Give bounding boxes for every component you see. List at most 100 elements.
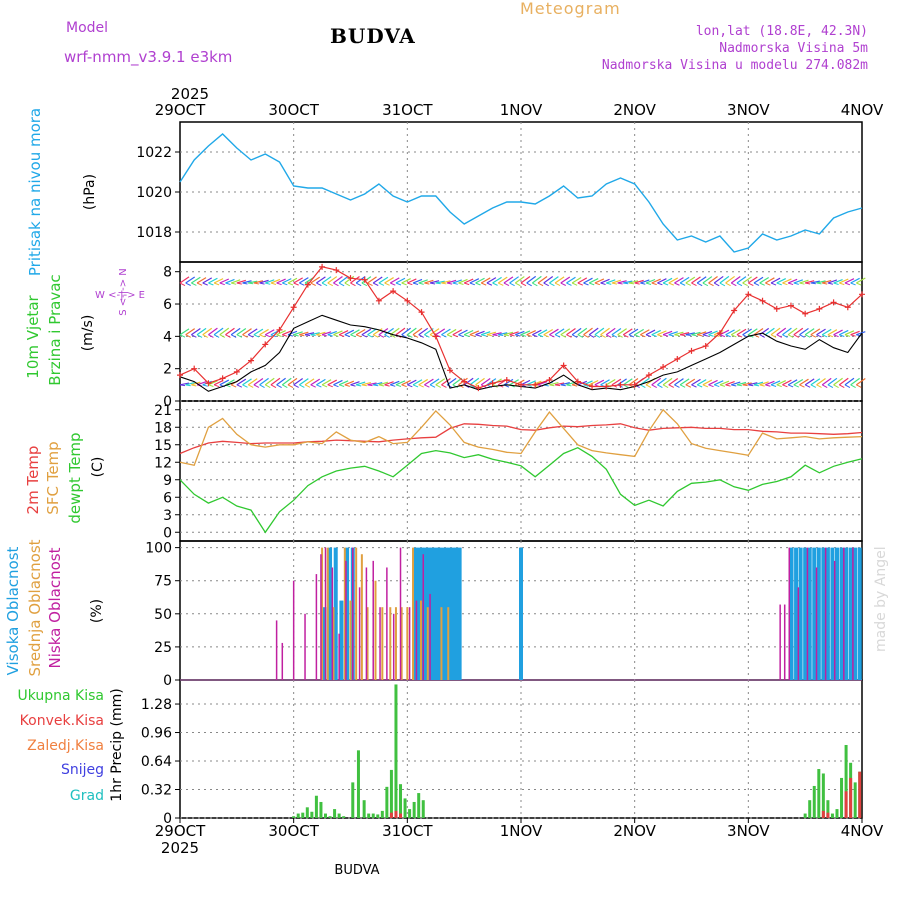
wind-barb <box>679 282 686 286</box>
wind-barb <box>361 384 367 387</box>
wind-barb <box>395 282 402 286</box>
wind-barb <box>378 384 385 387</box>
wind-barb <box>350 329 360 336</box>
wind-gust-marker <box>177 372 183 379</box>
wind-barb <box>185 282 191 286</box>
model-name: wrf-nmm_v3.9.1 e3km <box>64 48 233 66</box>
wind-barb <box>827 334 834 338</box>
wind-barb <box>685 276 696 284</box>
cloud-bar <box>408 607 411 680</box>
wind-barb <box>753 276 764 284</box>
wind-barb <box>367 276 377 284</box>
cloud-bar <box>360 554 363 680</box>
wind-barb <box>225 282 231 285</box>
wind-barb <box>310 282 316 286</box>
wind-barb <box>606 282 612 285</box>
wind-barb <box>412 334 419 338</box>
wind-barb <box>196 277 207 284</box>
wind-barb <box>412 327 423 336</box>
wind-barb <box>390 282 396 286</box>
precip-bar <box>314 795 318 818</box>
cloud-bar <box>386 567 388 680</box>
cloud-bar <box>292 580 295 680</box>
wind-barb <box>776 379 787 386</box>
y-tick-label: 0 <box>163 673 172 689</box>
wind-barb <box>640 282 646 285</box>
wind-barb <box>208 282 214 286</box>
wind-barb <box>520 334 527 337</box>
wind-barb <box>668 282 674 286</box>
wind-barb <box>219 278 230 284</box>
wind-barb <box>856 282 862 286</box>
wind-barb <box>259 377 269 386</box>
wind-gust-marker <box>859 291 865 298</box>
wind-barb <box>492 334 498 337</box>
wind-barb <box>691 331 701 336</box>
wind-barb <box>327 282 334 287</box>
wind-barb <box>827 282 834 285</box>
cloud-bar <box>844 547 849 680</box>
wind-barb <box>691 282 697 287</box>
wind-barb <box>719 384 726 387</box>
wind-barb <box>475 282 481 286</box>
cloud-bar <box>379 607 381 680</box>
wind-barb <box>475 330 485 336</box>
wind-barb <box>293 384 299 388</box>
wind-barb <box>520 275 531 284</box>
precip-bar <box>362 800 366 818</box>
wind-barb <box>566 276 576 284</box>
wind-barb <box>816 280 826 284</box>
wind-barb <box>219 334 226 338</box>
precip-bar <box>849 777 853 818</box>
cloud-bar <box>419 600 422 680</box>
wind-barb <box>554 382 565 386</box>
precip-bar <box>394 810 398 818</box>
wind-barb <box>242 282 248 285</box>
wind-barb <box>236 327 247 336</box>
wind-barb <box>355 328 366 336</box>
wind-barb <box>469 282 476 286</box>
wind-barb <box>736 328 747 336</box>
wind-barb <box>435 378 446 386</box>
wind-barb <box>708 275 718 284</box>
wind-barb <box>208 384 214 387</box>
cloud-bar <box>437 547 442 680</box>
cloud-bar <box>443 547 448 680</box>
wind-barb <box>350 282 356 287</box>
wind-barb <box>435 280 445 284</box>
wind-barb <box>469 377 480 386</box>
wind-barb <box>316 334 322 337</box>
wind-barb <box>839 384 845 389</box>
precip-bar <box>840 777 844 818</box>
wind-barb <box>719 380 730 386</box>
wind-barb <box>543 334 549 338</box>
precip-bar <box>817 769 821 818</box>
wind-barb <box>543 282 549 287</box>
wind-barb <box>748 384 754 387</box>
wind-gust-marker <box>418 309 425 316</box>
wind-barb <box>361 334 368 338</box>
wind-gust-marker <box>660 364 667 371</box>
cloud-bar <box>422 554 424 680</box>
precip-bar <box>408 809 412 818</box>
precip-bar <box>319 801 323 818</box>
precip-bar <box>310 811 314 818</box>
cloud-bar <box>406 607 409 680</box>
wind-barb <box>503 334 510 337</box>
lonlat-info: lon,lat (18.8E, 42.3N) <box>695 24 868 39</box>
wind-barb <box>270 278 281 284</box>
wind-gust-marker <box>432 333 439 340</box>
wind-barb <box>713 282 720 287</box>
cloud-bar <box>815 567 818 680</box>
wind-barb <box>446 334 453 338</box>
wind-barb <box>577 327 588 336</box>
pressure-line <box>179 133 863 253</box>
wind-barb <box>736 384 743 387</box>
wind-barb <box>623 280 633 284</box>
wind-gust-marker <box>518 381 524 388</box>
wind-barb <box>242 334 248 338</box>
wind-barb <box>549 282 555 287</box>
wind-barb <box>787 282 794 286</box>
wind-barb <box>310 384 316 388</box>
